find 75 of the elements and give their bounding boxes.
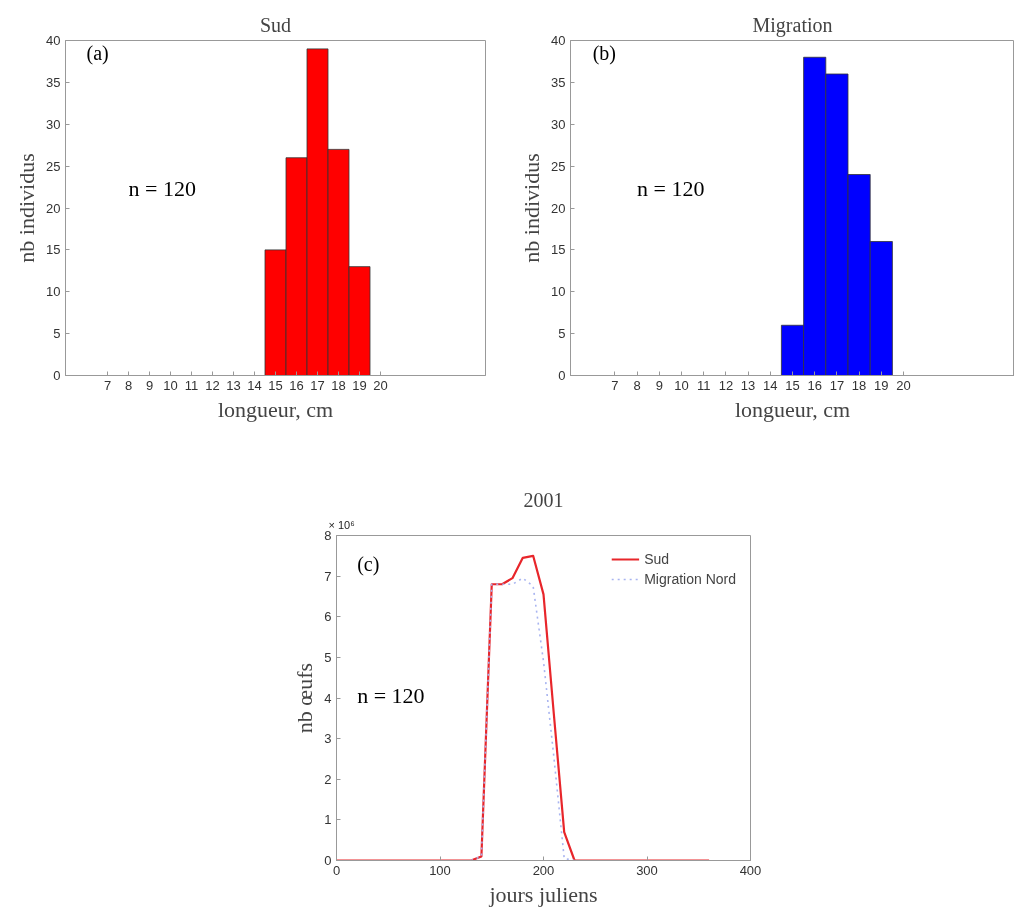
x-tick-label: 17 <box>829 377 845 393</box>
y-tick-label: 5 <box>324 649 332 665</box>
y-tick-label: 20 <box>551 200 566 216</box>
y-axis-title: nb individus <box>14 153 40 263</box>
x-tick-label: 400 <box>739 862 762 878</box>
legend-label: Sud <box>644 551 670 567</box>
x-tick-label: 10 <box>163 377 178 393</box>
annotation: n = 120 <box>128 176 196 202</box>
x-tick-label: 20 <box>896 377 911 393</box>
x-tick-label: 15 <box>785 377 800 393</box>
annotation: n = 120 <box>357 682 425 708</box>
y-tick-label: 3 <box>324 731 332 747</box>
x-tick-label: 19 <box>352 377 367 393</box>
annotation: (a) <box>86 41 109 65</box>
y-tick-label: 10 <box>46 284 61 300</box>
y-tick-label: 10 <box>551 284 566 300</box>
y-tick-label: 25 <box>46 158 61 174</box>
x-tick-label: 14 <box>763 377 778 393</box>
x-tick-label: 18 <box>331 377 346 393</box>
x-tick-label: 17 <box>310 377 325 393</box>
legend-label: Migration Nord <box>644 571 736 587</box>
text: × 10⁶ <box>328 518 355 531</box>
x-tick-label: 7 <box>611 377 619 393</box>
y-tick-label: 25 <box>551 158 566 174</box>
y-tick-label: 5 <box>558 326 566 342</box>
x-tick-label: 8 <box>633 377 641 393</box>
x-tick-label: 13 <box>740 377 756 393</box>
x-tick-label: 19 <box>874 377 889 393</box>
y-axis-title: nb individus <box>519 153 545 263</box>
y-tick-label: 40 <box>46 33 61 48</box>
x-tick-label: 16 <box>807 377 822 393</box>
y-tick-label: 15 <box>46 242 61 258</box>
chart-title: Migration <box>752 13 833 37</box>
x-tick-label: 11 <box>184 377 199 393</box>
x-axis-title: longueur, cm <box>217 396 334 422</box>
chart-title: Sud <box>259 13 292 36</box>
y-tick-label: 35 <box>46 74 61 90</box>
annotation: (b) <box>592 41 617 65</box>
x-tick-label: 300 <box>636 862 658 878</box>
x-tick-label: 10 <box>674 377 689 393</box>
annotation: (c) <box>357 552 380 576</box>
y-tick-label: 6 <box>324 609 332 625</box>
y-tick-label: 20 <box>46 200 61 216</box>
y-tick-label: 40 <box>551 33 566 48</box>
x-axis-title: jours juliens <box>488 881 598 907</box>
x-tick-label: 16 <box>289 377 304 393</box>
y-tick-label: 5 <box>53 326 61 342</box>
x-tick-label: 8 <box>124 377 133 393</box>
x-tick-label: 9 <box>145 377 154 393</box>
x-tick-label: 14 <box>247 377 262 393</box>
y-tick-label: 30 <box>551 116 566 132</box>
x-tick-label: 100 <box>429 862 451 878</box>
x-tick-label: 20 <box>373 377 388 393</box>
y-tick-label: 4 <box>324 690 332 706</box>
y-tick-label: 7 <box>324 568 332 584</box>
y-tick-label: 15 <box>551 242 566 258</box>
y-tick-label: 8 <box>324 528 332 543</box>
x-tick-label: 7 <box>103 377 112 393</box>
x-tick-label: 9 <box>655 377 663 393</box>
x-tick-label: 12 <box>205 377 220 393</box>
x-tick-label: 12 <box>718 377 734 393</box>
y-axis-title: nb œufs <box>292 662 318 734</box>
x-tick-label: 13 <box>226 377 241 393</box>
x-tick-label: 11 <box>696 377 711 393</box>
y-tick-label: 1 <box>324 812 332 828</box>
y-tick-label: 30 <box>46 116 61 132</box>
line-series <box>470 577 576 861</box>
x-tick-label: 200 <box>532 862 555 878</box>
annotation: n = 120 <box>637 176 705 202</box>
chart-title: 2001 <box>523 488 564 511</box>
x-tick-label: 15 <box>268 377 283 393</box>
y-tick-label: 2 <box>324 771 332 787</box>
x-tick-label: 18 <box>851 377 867 393</box>
x-axis-title: longueur, cm <box>734 396 851 422</box>
y-tick-label: 35 <box>551 74 566 90</box>
